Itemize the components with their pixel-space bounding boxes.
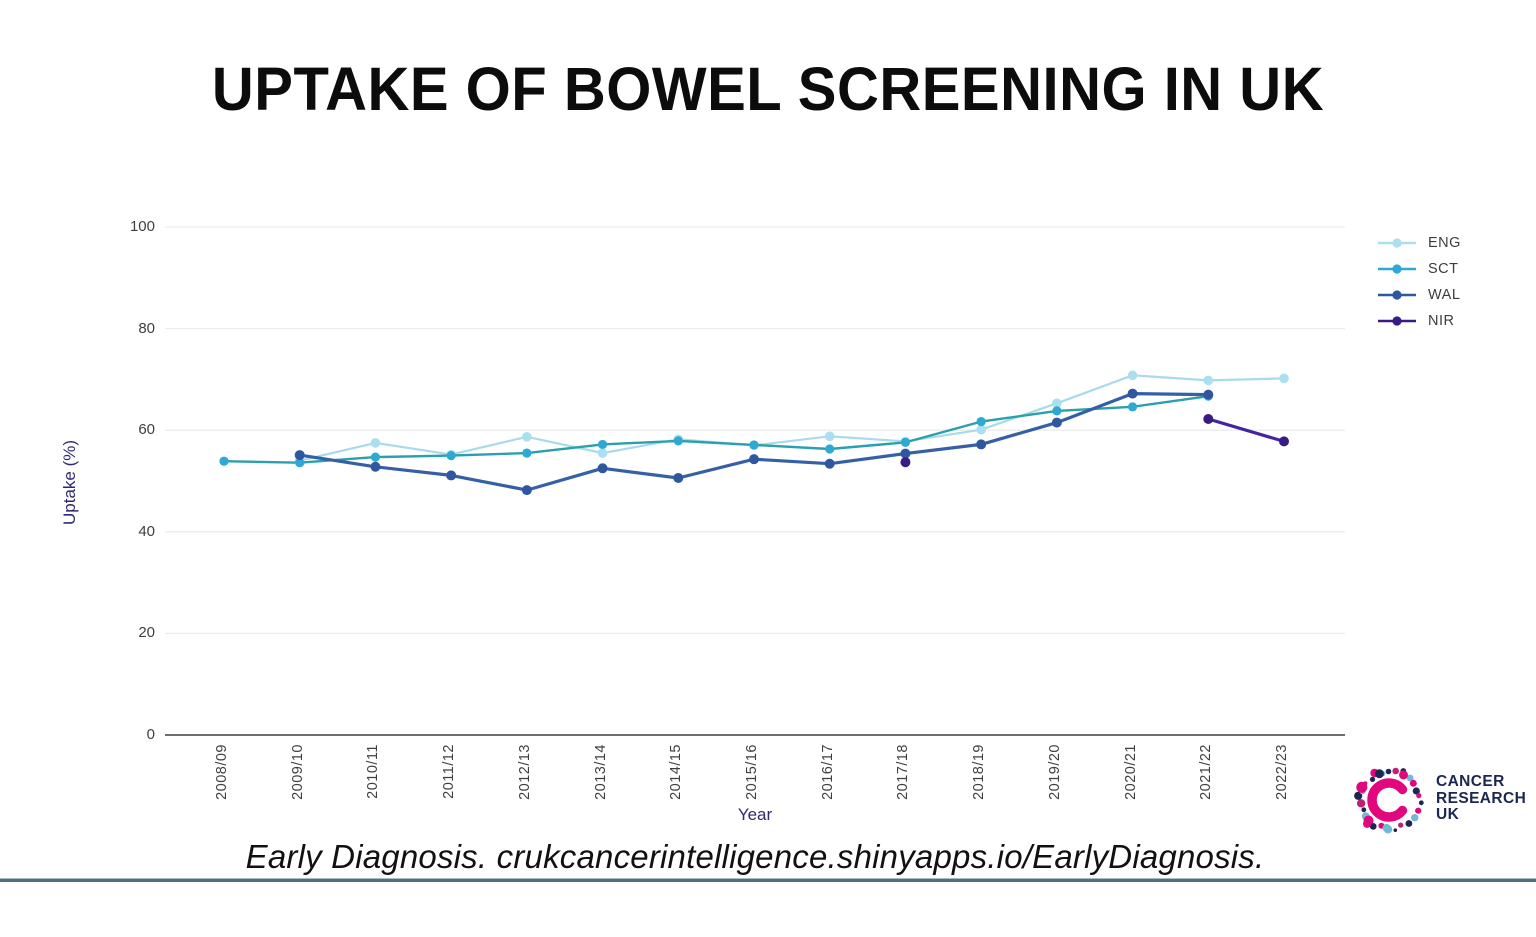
data-point-eng-2016-17[interactable] [824, 431, 835, 442]
data-point-sct-2015-16[interactable] [749, 440, 759, 450]
data-point-sct-2019-20[interactable] [1052, 406, 1062, 416]
y-tick-label-0: 0 [146, 726, 155, 743]
data-point-wal-2015-16[interactable] [749, 454, 759, 465]
data-point-wal-2012-13[interactable] [521, 485, 532, 496]
x-tick-label-2009-10: 2009/10 [289, 744, 306, 800]
x-tick-label-2017-18: 2017/18 [895, 744, 912, 800]
legend-marker-eng [1378, 238, 1416, 248]
y-tick-label-60: 60 [138, 421, 155, 439]
data-point-wal-2009-10[interactable] [294, 450, 305, 461]
data-point-eng-2020-21[interactable] [1127, 370, 1138, 381]
data-point-nir-2017-18[interactable] [900, 457, 911, 468]
data-point-sct-2010-11[interactable] [370, 452, 381, 462]
data-point-sct-2020-21[interactable] [1127, 402, 1138, 412]
x-tick-label-2011-12: 2011/12 [441, 744, 458, 799]
y-axis-title: Uptake (%) [60, 439, 79, 526]
legend-item-eng[interactable]: ENG [1377, 235, 1461, 251]
legend-label-sct: SCT [1428, 261, 1459, 277]
data-point-wal-2017-18[interactable] [900, 448, 911, 459]
data-point-wal-2010-11[interactable] [370, 461, 381, 472]
data-point-sct-2013-14[interactable] [597, 439, 608, 450]
x-tick-label-2019-20: 2019/20 [1046, 744, 1063, 800]
legend-item-sct[interactable]: SCT [1377, 261, 1461, 277]
data-point-sct-2017-18[interactable] [900, 437, 911, 447]
data-point-wal-2018-19[interactable] [976, 439, 987, 450]
legend-label-nir: NIR [1428, 313, 1455, 329]
data-point-eng-2019-20[interactable] [1052, 398, 1062, 409]
cruk-logo-line1: CANCER [1436, 772, 1505, 790]
legend-label-eng: ENG [1428, 235, 1461, 251]
legend-marker-wal [1378, 290, 1416, 300]
legend-label-wal: WAL [1428, 287, 1461, 303]
data-point-nir-2021-22[interactable] [1203, 414, 1214, 425]
page-title: UPTAKE OF BOWEL SCREENING IN UK [211, 55, 1325, 124]
legend-marker-sct [1378, 264, 1416, 274]
x-tick-label-2016-17: 2016/17 [819, 744, 836, 800]
data-point-eng-2021-22[interactable] [1203, 375, 1214, 386]
x-tick-label-2012-13: 2012/13 [516, 744, 533, 800]
data-point-wal-2014-15[interactable] [673, 472, 684, 483]
data-point-sct-2011-12[interactable] [446, 451, 456, 461]
y-tick-label-100: 100 [129, 218, 155, 235]
x-tick-label-2022-23: 2022/23 [1274, 744, 1290, 800]
cruk-logo-text: CANCER RESEARCH UK [1436, 772, 1527, 824]
source-attribution: Early Diagnosis. crukcancerintelligence.… [245, 838, 1265, 875]
series-line-eng [298, 374, 1286, 462]
legend-marker-nir [1378, 316, 1416, 326]
data-point-sct-2016-17[interactable] [825, 444, 835, 454]
data-point-sct-2014-15[interactable] [673, 436, 683, 446]
data-point-wal-2021-22[interactable] [1203, 389, 1214, 400]
y-tick-label-40: 40 [138, 522, 155, 540]
x-tick-label-2008-09: 2008/09 [214, 744, 230, 800]
cruk-logo-line3: UK [1436, 806, 1460, 824]
x-tick-label-2021-22: 2021/22 [1198, 744, 1215, 800]
data-point-sct-2009-10[interactable] [295, 458, 305, 468]
legend-item-wal[interactable]: WAL [1377, 287, 1461, 303]
chart-legend: ENG SCT WAL NIR [1377, 235, 1461, 329]
x-tick-label-2015-16: 2015/16 [744, 744, 760, 800]
data-point-wal-2016-17[interactable] [824, 458, 835, 469]
x-tick-label-2014-15: 2014/15 [668, 744, 685, 800]
x-axis-title: Year [737, 805, 773, 824]
cruk-logo-line2: RESEARCH [1436, 789, 1527, 807]
data-point-sct-2012-13[interactable] [522, 448, 532, 458]
data-point-wal-2011-12[interactable] [446, 470, 457, 481]
y-tick-label-80: 80 [138, 319, 155, 337]
data-point-nir-2022-23[interactable] [1279, 436, 1289, 447]
data-point-sct-2008-09[interactable] [219, 456, 229, 466]
cruk-dotted-c-icon [1354, 767, 1424, 834]
data-point-sct-2018-19[interactable] [976, 416, 986, 427]
x-tick-label-2020-21: 2020/21 [1122, 744, 1139, 800]
x-tick-label-2010-11: 2010/11 [365, 744, 382, 799]
data-point-wal-2019-20[interactable] [1051, 417, 1062, 428]
data-point-eng-2013-14[interactable] [597, 448, 608, 458]
x-tick-label-2018-19: 2018/19 [971, 744, 988, 800]
data-point-wal-2013-14[interactable] [597, 463, 608, 474]
data-point-eng-2010-11[interactable] [370, 438, 381, 448]
data-point-eng-2012-13[interactable] [522, 432, 532, 442]
data-point-eng-2022-23[interactable] [1279, 373, 1289, 384]
data-point-eng-2018-19[interactable] [976, 424, 986, 435]
series-line-sct [222, 395, 1210, 464]
cancer-research-uk-logo: CANCER RESEARCH UK [1352, 754, 1532, 844]
series-line-nir [1206, 417, 1286, 443]
x-tick-label-2013-14: 2013/14 [592, 744, 609, 800]
bottom-divider [0, 878, 1536, 882]
y-tick-label-20: 20 [138, 624, 155, 642]
data-point-wal-2020-21[interactable] [1127, 388, 1138, 399]
legend-item-nir[interactable]: NIR [1377, 313, 1461, 329]
